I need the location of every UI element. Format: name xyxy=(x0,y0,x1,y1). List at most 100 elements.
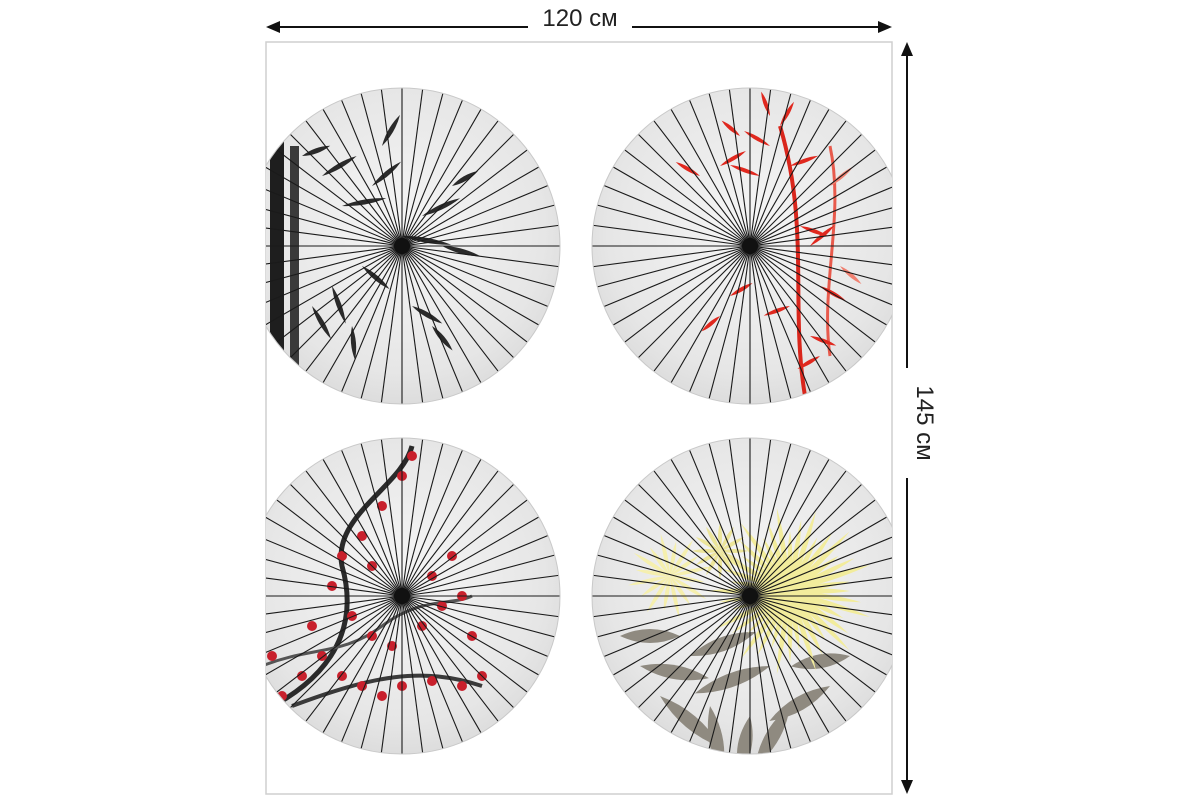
umbrella-rib xyxy=(276,499,403,597)
umbrella-rib xyxy=(749,595,892,616)
leaf-shape xyxy=(706,551,720,576)
leaf-shape xyxy=(695,537,720,551)
umbrella-rib xyxy=(593,595,751,618)
leaf-shape xyxy=(670,576,691,605)
umbrella-rib xyxy=(401,245,424,403)
umbrella-rib xyxy=(597,595,751,638)
umbrella-rib xyxy=(401,595,528,693)
umbrella-rib xyxy=(322,108,403,247)
plum-flower xyxy=(407,451,417,461)
umbrella-rib xyxy=(593,574,751,597)
umbrella-rib xyxy=(305,120,403,247)
plum-branch xyxy=(291,673,483,708)
leaf-shape xyxy=(670,555,699,576)
plum-flower xyxy=(307,621,317,631)
umbrella-rib xyxy=(749,439,772,597)
leaf-shape xyxy=(790,591,823,656)
umbrella-rib xyxy=(289,133,403,247)
plum-flower xyxy=(457,681,467,691)
umbrella-rib xyxy=(749,89,772,247)
umbrella-rib xyxy=(603,185,751,247)
umbrella-rib xyxy=(749,245,876,343)
umbrella-rib xyxy=(401,149,528,247)
motif-bamboo-ink xyxy=(270,114,481,366)
umbrella-rib xyxy=(749,245,863,359)
umbrella-rib xyxy=(341,595,403,743)
umbrella-rib xyxy=(749,595,847,722)
umbrella-rib xyxy=(749,595,792,749)
leaf-shape xyxy=(790,653,850,670)
umbrella-rib xyxy=(689,595,751,743)
leaf-shape xyxy=(692,549,720,553)
umbrella-rib xyxy=(728,595,751,753)
leaf-shape xyxy=(810,225,835,246)
umbrella-rib xyxy=(624,245,751,343)
plum-flower xyxy=(427,571,437,581)
umbrella-rib xyxy=(637,133,751,247)
umbrella-rib xyxy=(401,245,559,268)
leaf-shape xyxy=(633,552,670,576)
umbrella-rib xyxy=(266,558,403,597)
umbrella-rib xyxy=(749,245,847,372)
umbrella-rib xyxy=(360,245,403,399)
umbrella-rib xyxy=(749,595,876,693)
umbrella-rib xyxy=(749,166,888,247)
umbrella-rib xyxy=(653,470,751,597)
umbrella-rib xyxy=(612,516,751,597)
umbrella-rib xyxy=(653,120,751,247)
umbrella-rib xyxy=(401,245,463,393)
umbrella-rib xyxy=(380,89,403,247)
umbrella-rib xyxy=(749,595,892,635)
umbrella-rib xyxy=(749,207,892,247)
plum-flower xyxy=(427,676,437,686)
leaf-shape xyxy=(670,539,694,576)
leaf-shape xyxy=(740,523,790,591)
leaf-shape xyxy=(790,532,833,591)
umbrella-rib xyxy=(749,595,892,656)
umbrella-rib xyxy=(624,595,751,693)
umbrella-rib xyxy=(401,595,555,638)
umbrella-rib xyxy=(401,245,555,288)
leaf-shape xyxy=(757,591,790,656)
leaf-shape xyxy=(442,246,481,257)
umbrella-chrysanthemum xyxy=(591,437,892,755)
umbrella-rib xyxy=(401,99,463,247)
umbrella-rib xyxy=(266,189,403,247)
leaf-shape xyxy=(660,534,670,576)
umbrella-rib xyxy=(708,595,751,749)
umbrella-rib xyxy=(401,595,499,722)
umbrella-rib xyxy=(749,595,811,743)
plum-flower xyxy=(357,681,367,691)
umbrella-rib xyxy=(749,245,772,403)
umbrella-ribs xyxy=(266,88,560,404)
umbrella-rib xyxy=(670,595,751,734)
leaf-shape xyxy=(322,156,357,176)
umbrella-rib xyxy=(749,149,876,247)
leaf-shape xyxy=(721,568,790,591)
leaf-shape xyxy=(790,591,862,603)
leaf-shape xyxy=(800,226,829,237)
umbrella-rib xyxy=(749,595,888,676)
umbrella-rib xyxy=(266,595,403,634)
umbrella-rib xyxy=(749,516,888,597)
umbrella-rib xyxy=(401,574,559,597)
umbrella-rib xyxy=(266,539,403,597)
umbrella-rib xyxy=(401,245,444,399)
umbrella-rib xyxy=(322,458,403,597)
umbrella-rib xyxy=(266,245,403,284)
umbrella-rib xyxy=(749,245,892,266)
leaf-shape xyxy=(739,540,790,591)
umbrella-rib xyxy=(341,449,403,597)
height-dimension: 145 см xyxy=(896,42,938,794)
leaf-shape xyxy=(402,235,452,245)
umbrella-rib xyxy=(266,595,403,615)
umbrella-rib xyxy=(728,245,751,403)
umbrella-rib xyxy=(289,483,403,597)
umbrella-rib xyxy=(612,166,751,247)
umbrella-rib xyxy=(266,516,403,597)
leaf-shape xyxy=(790,591,849,634)
plum-flower xyxy=(337,671,347,681)
umbrella-rib xyxy=(749,245,892,285)
umbrella-rib xyxy=(401,245,515,359)
